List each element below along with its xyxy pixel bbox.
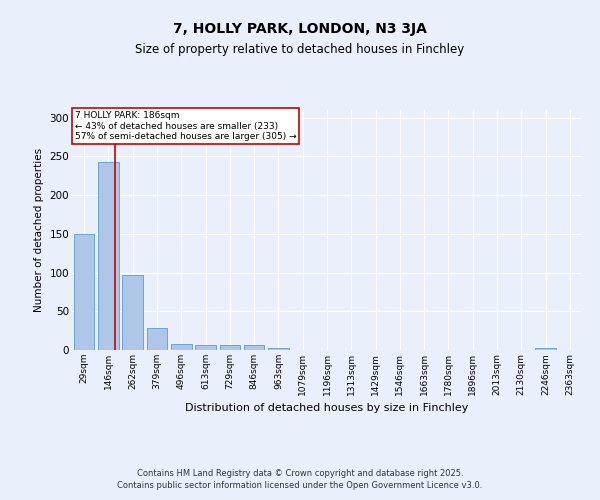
- Bar: [74, 234, 94, 350]
- Bar: [244, 344, 265, 350]
- Text: Size of property relative to detached houses in Finchley: Size of property relative to detached ho…: [136, 42, 464, 56]
- Bar: [535, 348, 556, 350]
- Bar: [171, 344, 191, 350]
- Bar: [122, 275, 143, 350]
- Text: 7 HOLLY PARK: 186sqm
← 43% of detached houses are smaller (233)
57% of semi-deta: 7 HOLLY PARK: 186sqm ← 43% of detached h…: [74, 111, 296, 141]
- Bar: [268, 348, 289, 350]
- Bar: [220, 344, 240, 350]
- Bar: [195, 346, 216, 350]
- Bar: [146, 328, 167, 350]
- Bar: [98, 162, 119, 350]
- Text: Contains HM Land Registry data © Crown copyright and database right 2025.: Contains HM Land Registry data © Crown c…: [137, 468, 463, 477]
- Y-axis label: Number of detached properties: Number of detached properties: [34, 148, 44, 312]
- Text: Contains public sector information licensed under the Open Government Licence v3: Contains public sector information licen…: [118, 481, 482, 490]
- X-axis label: Distribution of detached houses by size in Finchley: Distribution of detached houses by size …: [185, 403, 469, 413]
- Text: 7, HOLLY PARK, LONDON, N3 3JA: 7, HOLLY PARK, LONDON, N3 3JA: [173, 22, 427, 36]
